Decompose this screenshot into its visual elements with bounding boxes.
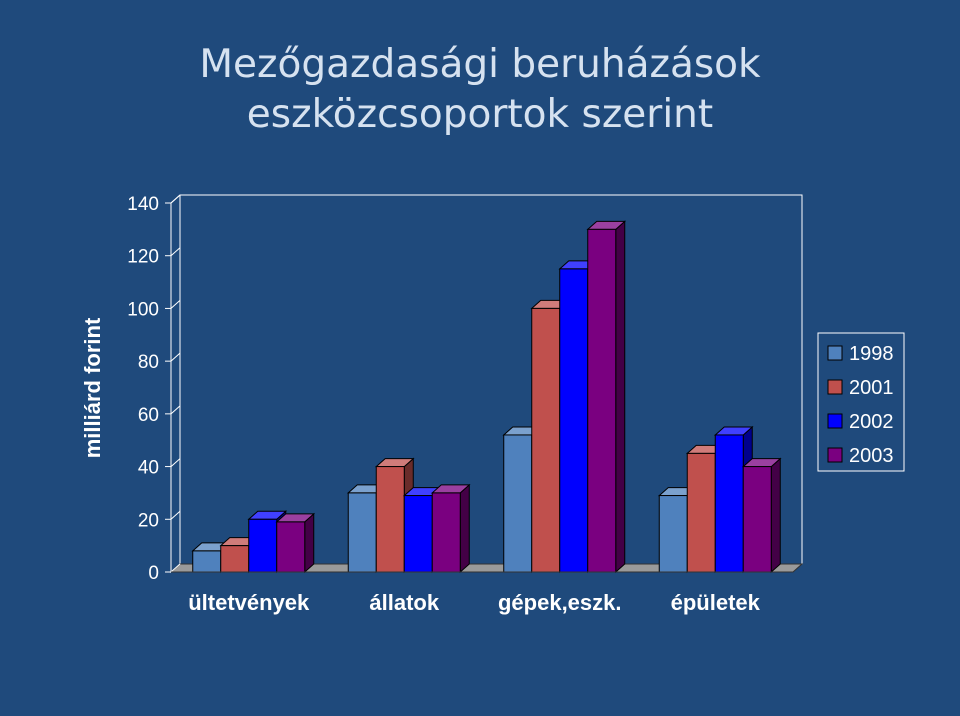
bar-1998-3 — [658, 495, 688, 573]
y-tick-depth — [170, 247, 181, 257]
bar-side — [615, 220, 626, 574]
bar-2002-1 — [403, 495, 433, 573]
y-tick-label: 60 — [138, 405, 159, 426]
bar-2003-1 — [431, 492, 461, 573]
y-tick-label: 40 — [138, 458, 159, 479]
x-category-label: ültetvények — [188, 590, 310, 615]
bar-side — [770, 457, 781, 574]
y-tick-depth — [170, 194, 181, 204]
legend-label: 2002 — [849, 411, 894, 433]
y-tick-label: 120 — [127, 247, 159, 268]
bar-1998-2 — [503, 434, 533, 573]
bar-2003-0 — [276, 521, 306, 573]
y-tick-depth — [170, 563, 181, 573]
bar-2002-2 — [559, 268, 589, 573]
legend-swatch — [827, 447, 843, 463]
bar-2001-1 — [375, 466, 405, 573]
bar-1998-1 — [347, 492, 377, 573]
y-tick-label: 140 — [127, 194, 159, 215]
y-tick-depth — [170, 405, 181, 415]
x-category-label: épületek — [671, 590, 761, 615]
bar-1998-0 — [192, 550, 222, 573]
bar-2003-3 — [742, 466, 772, 573]
x-category-label: gépek,eszk. — [498, 590, 622, 615]
bar-2002-3 — [714, 434, 744, 573]
y-tick-label: 100 — [127, 299, 159, 320]
y-tick-depth — [170, 458, 181, 467]
y-tick-depth — [170, 510, 181, 520]
legend-label: 2001 — [849, 377, 894, 399]
chart-title: Mezőgazdasági beruházások eszközcsoporto… — [199, 42, 761, 137]
x-category-label: állatok — [369, 590, 439, 615]
bar-2002-0 — [248, 518, 278, 573]
legend-label: 1998 — [849, 343, 894, 365]
bar-2001-3 — [686, 452, 716, 573]
bar-2001-2 — [531, 307, 561, 573]
legend-swatch — [827, 379, 843, 395]
bar-2001-0 — [220, 545, 250, 573]
bar-side — [304, 512, 315, 574]
legend-swatch — [827, 413, 843, 429]
legend-label: 2003 — [849, 445, 894, 467]
legend-swatch — [827, 345, 843, 361]
y-tick-depth — [170, 300, 181, 309]
y-tick-depth — [170, 352, 181, 362]
y-tick-label: 20 — [138, 510, 159, 531]
bar-side — [459, 483, 470, 574]
y-tick-label: 0 — [148, 563, 159, 584]
y-tick-label: 80 — [138, 352, 159, 373]
bar-2003-2 — [587, 228, 617, 573]
